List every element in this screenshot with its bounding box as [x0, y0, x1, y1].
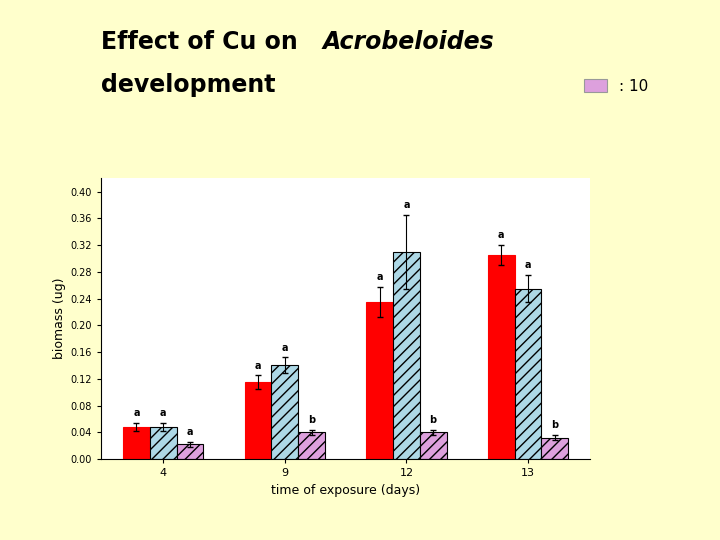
X-axis label: time of exposure (days): time of exposure (days): [271, 484, 420, 497]
Text: a: a: [133, 408, 140, 418]
Text: a: a: [282, 343, 288, 353]
Text: Effect of Cu on: Effect of Cu on: [101, 30, 306, 54]
Text: b: b: [308, 415, 315, 425]
Text: a: a: [498, 231, 505, 240]
Bar: [123, 427, 150, 459]
Text: a: a: [525, 260, 531, 271]
Y-axis label: biomass (ug): biomass (ug): [53, 278, 66, 359]
Text: b: b: [552, 420, 558, 430]
Bar: [271, 366, 298, 459]
Text: Acrobeloides: Acrobeloides: [323, 30, 495, 54]
Bar: [515, 288, 541, 459]
Text: development: development: [101, 73, 275, 97]
Bar: [366, 302, 393, 459]
Legend: : 10: : 10: [578, 72, 654, 100]
Bar: [298, 432, 325, 459]
Bar: [245, 382, 271, 459]
Bar: [393, 252, 420, 459]
Text: a: a: [377, 273, 383, 282]
Bar: [176, 444, 203, 459]
Text: a: a: [403, 200, 410, 210]
Text: a: a: [186, 427, 193, 437]
Bar: [488, 255, 515, 459]
Text: b: b: [430, 415, 437, 425]
Text: a: a: [255, 361, 261, 371]
Bar: [541, 437, 568, 459]
Bar: [150, 427, 176, 459]
Bar: [420, 432, 446, 459]
Text: a: a: [160, 408, 166, 418]
